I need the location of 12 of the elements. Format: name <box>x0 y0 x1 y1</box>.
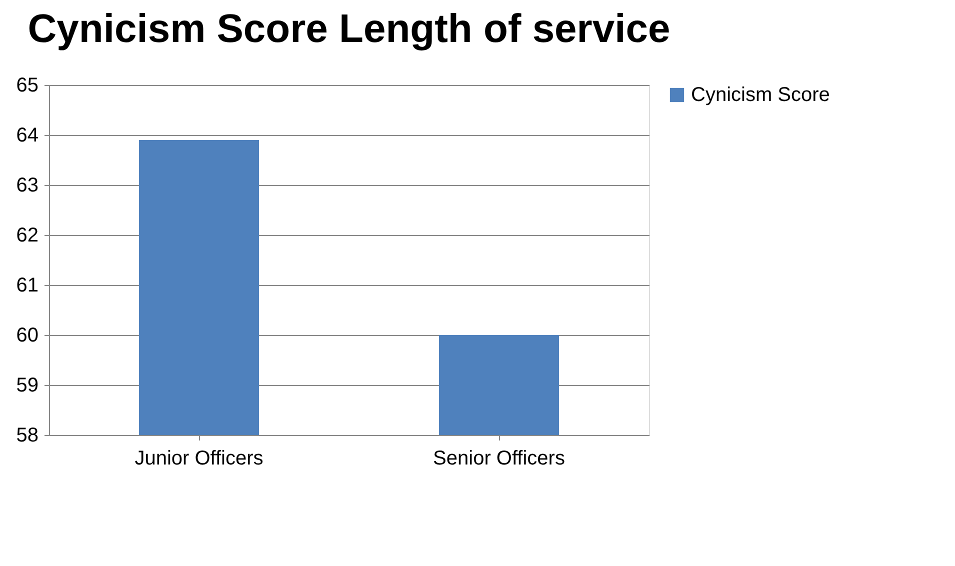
y-tick-label: 64 <box>16 124 38 146</box>
x-tick-label: Senior Officers <box>433 448 565 470</box>
chart-title: Cynicism Score Length of service <box>28 7 670 51</box>
legend-label: Cynicism Score <box>691 84 830 106</box>
y-tick-label: 58 <box>16 424 38 446</box>
y-tick-label: 62 <box>16 224 38 246</box>
y-tick-label: 59 <box>16 374 38 396</box>
y-tick-label: 60 <box>16 324 38 346</box>
y-tick-label: 65 <box>16 74 38 96</box>
y-tick-label: 61 <box>16 274 38 296</box>
x-tick-label: Junior Officers <box>134 448 264 470</box>
y-tick-label: 63 <box>16 174 38 196</box>
